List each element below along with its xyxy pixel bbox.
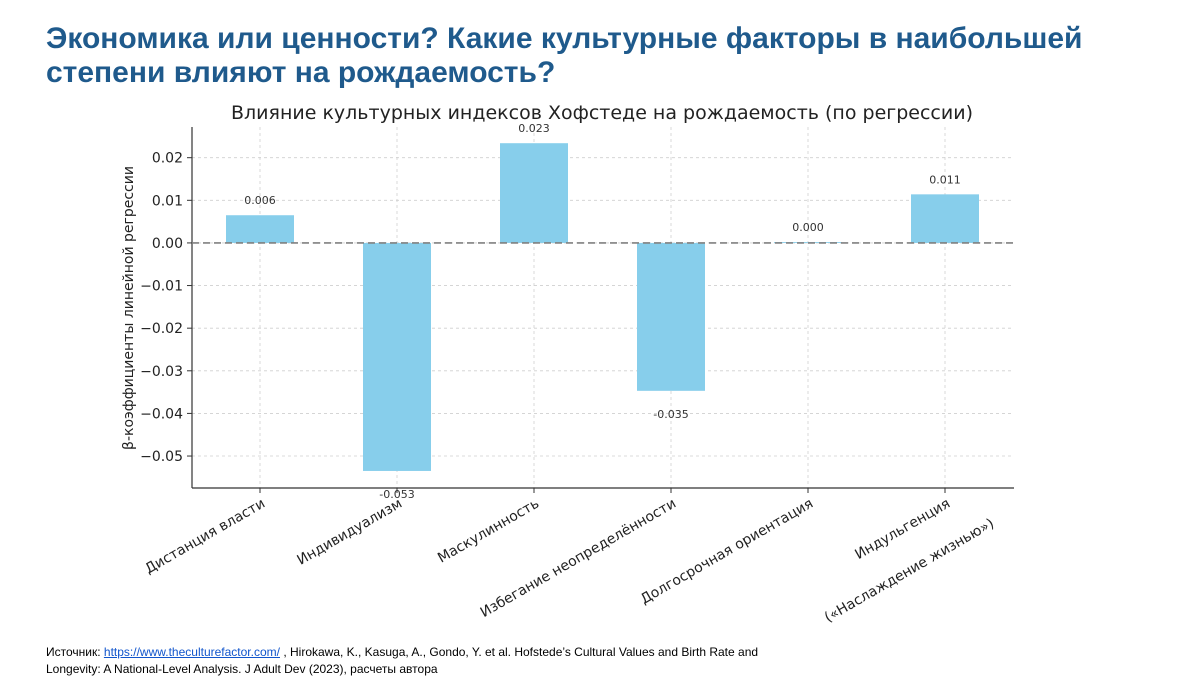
y-tick-label: −0.01	[140, 279, 183, 295]
source-link[interactable]: https://www.theculturefactor.com/	[103, 645, 280, 659]
y-axis-label: β-коэффициенты линейной регрессии	[121, 166, 137, 450]
x-tick-label: Дистанция власти	[142, 496, 268, 578]
chart-title: Влияние культурных индексов Хофстеде на …	[231, 102, 973, 124]
y-tick-label: −0.02	[140, 321, 183, 337]
bar-value-label: 0.023	[518, 122, 550, 135]
x-tick-label: Маскулинность	[435, 496, 542, 567]
bar	[637, 242, 705, 391]
bar-value-label: 0.006	[244, 194, 276, 207]
y-tick-label: 0.00	[152, 236, 183, 252]
bar	[911, 194, 979, 243]
source-label: Источник:	[46, 645, 101, 659]
bar-value-label: 0.011	[929, 173, 961, 186]
bar-layer	[192, 143, 1014, 471]
slide-title-line-1: Экономика или ценности? Какие культурные…	[46, 22, 1083, 55]
bar-chart: 0.02 0.01 0.00 −0.01 −0.02 −0.03 −0.04 −0.05 0.0…	[121, 102, 1014, 626]
y-tick-label: −0.03	[140, 364, 183, 380]
y-tick-label: −0.05	[140, 449, 183, 465]
slide-title: Экономика или ценности? Какие культурные…	[46, 22, 1166, 90]
y-tick-label: 0.01	[152, 193, 183, 209]
label-layer: 0.02 0.01 0.00 −0.01 −0.02 −0.03 −0.04 −0.05 0.0…	[140, 122, 997, 626]
x-tick-label: Индивидуализм	[294, 496, 405, 569]
bar-value-label: 0.000	[792, 221, 824, 234]
slide-title-line-2: степени влияют на рождаемость?	[46, 56, 556, 89]
bar	[500, 143, 568, 243]
source-text: , Hirokawa, K., Kasuga, A., Gondo, Y. et…	[279, 645, 759, 659]
bar-value-label: -0.053	[379, 488, 414, 501]
bar-value-label: -0.035	[653, 408, 688, 421]
bar	[363, 242, 431, 471]
y-tick-label: 0.02	[152, 151, 183, 167]
grid-layer	[187, 127, 1014, 493]
source-text-2: Longevity: A National-Level Analysis. J …	[46, 662, 438, 676]
source-footer: Источник: https://www.theculturefactor.c…	[46, 644, 946, 678]
y-tick-label: −0.04	[140, 406, 183, 422]
bar	[226, 215, 294, 243]
